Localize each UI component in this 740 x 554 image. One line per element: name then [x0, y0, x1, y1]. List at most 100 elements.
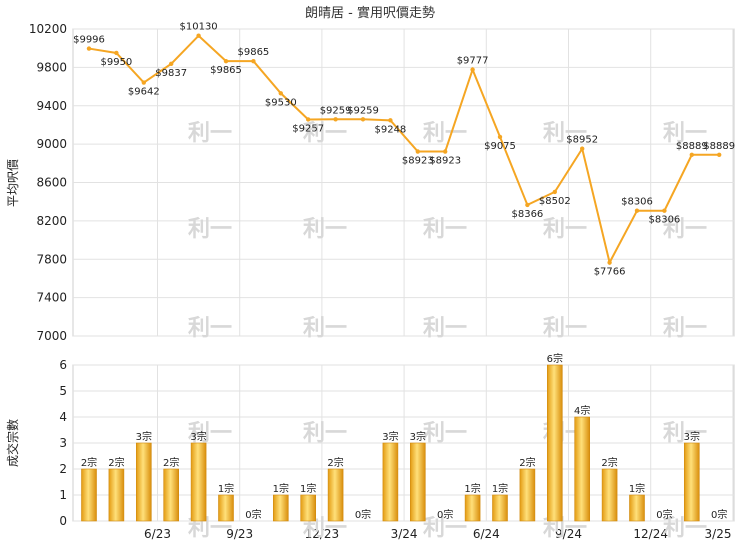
bar-y-axis-label: 成交宗數 [5, 419, 20, 467]
transaction-bar [409, 442, 426, 522]
price-point [251, 58, 256, 64]
chart-title: 朗晴居 - 實用呎價走勢 [305, 5, 435, 21]
transaction-bar [519, 468, 536, 522]
bar-data-label: 3宗 [410, 430, 426, 443]
price-point [552, 189, 557, 195]
watermark-text: 利一 [423, 316, 467, 341]
bar-data-label: 4宗 [574, 404, 590, 417]
price-data-label: $9259 [347, 105, 379, 116]
price-point [470, 67, 475, 72]
transaction-bar [163, 468, 179, 522]
transaction-bar [601, 468, 618, 522]
watermark-text: 利一 [188, 316, 232, 341]
line-y-tick: 7000 [36, 329, 67, 343]
x-tick-label: 6/23 [144, 527, 171, 541]
watermark-text: 利一 [303, 121, 347, 146]
price-data-label: $9075 [484, 141, 516, 152]
price-data-label: $8306 [621, 197, 653, 208]
transaction-bar [629, 494, 645, 522]
watermark-text: 利一 [423, 121, 467, 146]
bar-data-label: 0宗 [437, 508, 453, 521]
watermark-text: 利一 [543, 316, 587, 341]
price-point [415, 149, 420, 154]
bar-data-label: 2宗 [81, 456, 97, 469]
bar-data-label: 2宗 [108, 456, 124, 469]
watermark-text: 利一 [303, 316, 347, 341]
transaction-bar [272, 494, 289, 522]
transaction-bar [108, 468, 125, 522]
price-line [88, 34, 720, 266]
price-point [360, 117, 366, 122]
price-data-label: $10130 [180, 22, 218, 33]
price-data-label: $9865 [210, 65, 242, 76]
x-tick-label: 3/25 [705, 527, 732, 541]
price-point [689, 152, 694, 157]
bar-y-tick: 2 [59, 462, 67, 476]
bar-y-tick: 0 [59, 514, 67, 528]
x-tick-label: 9/24 [555, 527, 582, 541]
transaction-bar [464, 494, 481, 522]
price-point [443, 149, 448, 154]
bar-data-label: 1宗 [464, 482, 480, 495]
watermark-text: 利一 [423, 421, 467, 446]
price-point [169, 61, 174, 67]
price-data-label: $8952 [566, 135, 598, 146]
bar-data-label: 3宗 [684, 430, 700, 443]
bar-data-label: 3宗 [382, 430, 398, 443]
price-point [525, 202, 530, 208]
price-data-label: $8366 [511, 209, 543, 220]
bar-data-label: 2宗 [519, 456, 535, 469]
bar-data-label: 2宗 [327, 456, 343, 469]
bar-data-label: 0宗 [245, 508, 261, 521]
transaction-bar [327, 468, 344, 522]
price-point [580, 146, 585, 151]
price-data-label: $9259 [320, 105, 352, 116]
transaction-bar [136, 442, 152, 522]
price-point [223, 58, 229, 64]
transaction-bar [300, 494, 317, 522]
line-y-tick: 7400 [36, 291, 67, 305]
transaction-bar [546, 364, 563, 522]
watermark-text: 利一 [188, 421, 232, 446]
line-y-tick: 9400 [36, 99, 67, 113]
bar-data-label: 1宗 [273, 482, 289, 495]
price-point [141, 80, 146, 85]
price-data-label: $9257 [292, 123, 324, 134]
bar-data-label: 1宗 [300, 482, 316, 495]
price-point [634, 208, 640, 213]
bar-y-tick: 5 [59, 384, 67, 398]
watermark-text: 利一 [663, 316, 707, 341]
watermark-text: 利一 [188, 121, 232, 146]
x-tick-label: 12/23 [305, 527, 340, 541]
price-point [86, 46, 92, 51]
price-data-label: $8889 [676, 141, 708, 152]
line-y-tick: 7800 [36, 252, 67, 266]
price-point [662, 208, 667, 213]
price-data-label: $8306 [648, 215, 680, 226]
transaction-bar [81, 468, 97, 522]
price-data-label: $9248 [374, 124, 406, 135]
transaction-bar [683, 442, 700, 522]
watermark-text: 利一 [663, 121, 707, 146]
watermark-text: 利一 [663, 217, 707, 242]
bar-data-label: 0宗 [656, 508, 672, 521]
line-y-axis-label: 平均呎價 [6, 159, 20, 207]
line-y-tick: 10200 [29, 22, 67, 36]
price-point [333, 117, 338, 122]
bar-data-label: 6宗 [547, 352, 563, 365]
bar-data-label: 0宗 [711, 508, 727, 521]
price-point [717, 152, 722, 157]
bar-data-label: 3宗 [190, 430, 206, 443]
bar-data-label: 1宗 [629, 482, 645, 495]
bar-data-label: 2宗 [601, 456, 617, 469]
transaction-bar [382, 442, 399, 522]
x-tick-label: 9/23 [226, 527, 253, 541]
line-y-tick: 9000 [36, 137, 67, 151]
price-data-label: $8923 [402, 156, 434, 167]
bar-y-tick: 1 [59, 488, 67, 502]
bar-data-label: 2宗 [163, 456, 179, 469]
bar-data-label: 3宗 [136, 430, 152, 443]
price-point [306, 117, 311, 122]
